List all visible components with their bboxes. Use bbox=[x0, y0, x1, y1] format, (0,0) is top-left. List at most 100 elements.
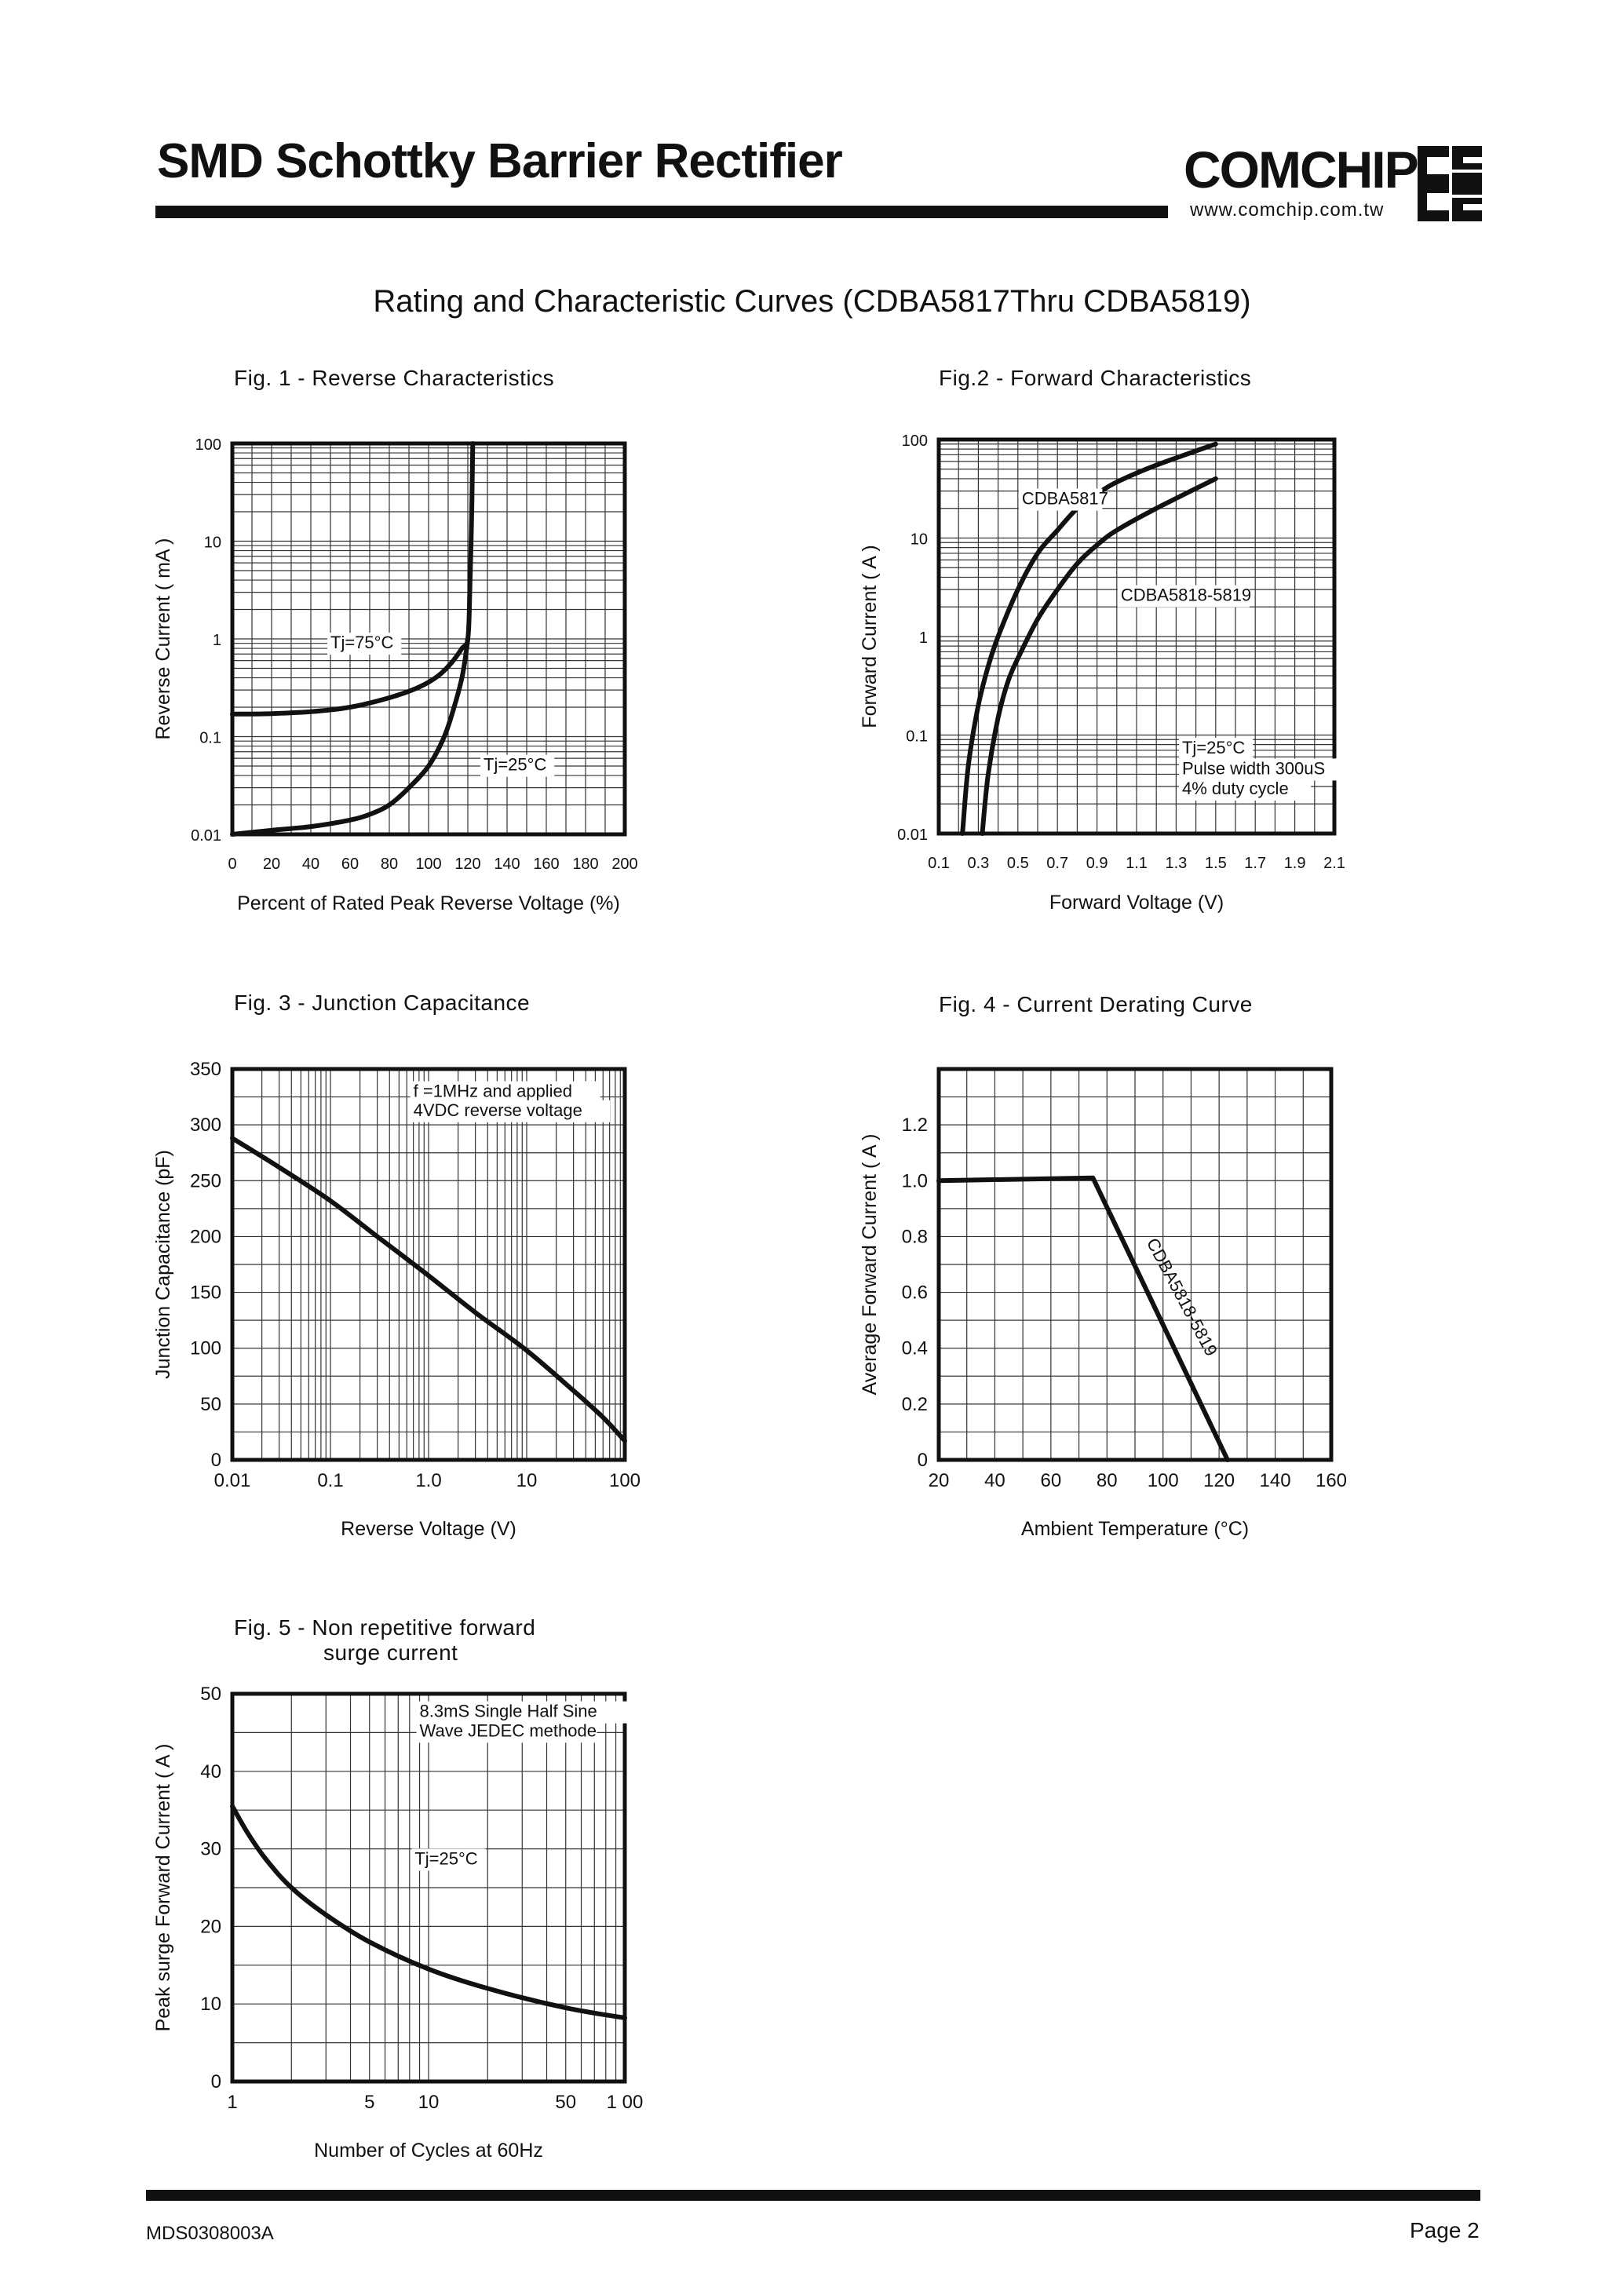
fig3-annotation-bg bbox=[410, 1100, 611, 1122]
fig3-xtick-label: 100 bbox=[609, 1470, 640, 1491]
fig4-xtick-label: 60 bbox=[1041, 1470, 1062, 1491]
fig5-title-line2: surge current bbox=[323, 1640, 458, 1665]
fig3-ytick-label: 0 bbox=[211, 1450, 221, 1471]
fig2-xtick-label: 0.3 bbox=[967, 855, 989, 872]
fig4-ytick-label: 0.8 bbox=[902, 1226, 928, 1247]
fig3-plot-frame bbox=[230, 1067, 627, 1462]
fig5-ytick-label: 20 bbox=[200, 1916, 221, 1937]
fig4-xtick-label: 140 bbox=[1260, 1470, 1291, 1491]
fig3-ytick-label: 200 bbox=[190, 1226, 221, 1247]
fig1-xtick-label: 80 bbox=[381, 856, 398, 873]
fig1-annotation-0: Tj=75°C bbox=[330, 633, 393, 652]
fig1-xtick-label: 20 bbox=[263, 856, 280, 873]
fig3-xtick-label: 0.01 bbox=[214, 1470, 251, 1491]
fig1-ytick-label: 100 bbox=[195, 436, 221, 454]
fig1-xtick-label: 40 bbox=[302, 856, 319, 873]
page-number: Page 2 bbox=[1410, 2218, 1480, 2242]
fig5-xtick-label: 10 bbox=[418, 2092, 440, 2113]
brand-url: www.comchip.com.tw bbox=[1190, 199, 1385, 221]
fig5-ytick-label: 10 bbox=[200, 1994, 221, 2015]
fig5-annotation-bg bbox=[416, 1701, 636, 1724]
fig4-xtick-label: 80 bbox=[1097, 1470, 1118, 1491]
fig2-ylabel: Forward Current ( A ) bbox=[859, 545, 881, 728]
fig1-ylabel: Reverse Current ( mA ) bbox=[152, 538, 174, 739]
fig1-ytick-label: 1 bbox=[213, 632, 221, 649]
fig1-ytick-label: 0.1 bbox=[199, 730, 221, 747]
fig1-xtick-label: 120 bbox=[454, 856, 480, 873]
fig2-xtick-label: 0.1 bbox=[928, 855, 950, 872]
fig2-annotation-4: 4% duty cycle bbox=[1182, 779, 1289, 798]
fig2-annotation-bg bbox=[1178, 737, 1254, 760]
fig2-series-line-0 bbox=[960, 441, 1218, 836]
fig1-xtick-label: 60 bbox=[341, 856, 359, 873]
fig4-xtick-label: 160 bbox=[1316, 1470, 1347, 1491]
fig1-xtick-label: 180 bbox=[572, 856, 598, 873]
fig4-xtick-label: 40 bbox=[984, 1470, 1005, 1491]
fig5-title: Fig. 5 - Non repetitive forward bbox=[234, 1615, 536, 1640]
fig2-ytick-label: 0.1 bbox=[906, 728, 928, 746]
header-rule bbox=[155, 206, 1168, 218]
fig5-annotation-bg bbox=[416, 1720, 597, 1743]
fig2-xtick-label: 1.1 bbox=[1126, 855, 1148, 872]
fig1-annotation-bg bbox=[327, 633, 402, 655]
fig2-series-line-1 bbox=[980, 476, 1218, 836]
fig3-annotation-0: f =1MHz and applied bbox=[414, 1082, 572, 1101]
fig2-annotation-2: Tj=25°C bbox=[1182, 738, 1245, 757]
fig5-xtick-label: 1 00 bbox=[607, 2092, 644, 2113]
fig4-xtick-label: 120 bbox=[1203, 1470, 1235, 1491]
fig2-ytick-label: 0.01 bbox=[897, 826, 928, 844]
footer-rule bbox=[146, 2190, 1480, 2201]
fig4-ytick-label: 1.2 bbox=[902, 1115, 928, 1136]
fig3-xtick-label: 10 bbox=[516, 1470, 538, 1491]
page-title: Rating and Characteristic Curves (CDBA58… bbox=[373, 284, 1251, 319]
fig1-xtick-label: 100 bbox=[415, 856, 441, 873]
fig2-xtick-label: 0.7 bbox=[1046, 855, 1068, 872]
brand-logo-icon bbox=[1418, 146, 1482, 221]
fig4-plot-frame bbox=[936, 1067, 1334, 1462]
fig1-annotation-bg bbox=[480, 754, 555, 777]
fig5-plot-frame bbox=[230, 1691, 627, 2084]
document-title: SMD Schottky Barrier Rectifier bbox=[157, 134, 843, 188]
fig2-xtick-label: 1.3 bbox=[1165, 855, 1187, 872]
fig3-xtick-label: 1.0 bbox=[415, 1470, 441, 1491]
fig4-ytick-label: 0 bbox=[918, 1450, 928, 1471]
fig5-ytick-label: 0 bbox=[211, 2071, 221, 2092]
fig3-ytick-label: 350 bbox=[190, 1059, 221, 1080]
fig2-title: Fig.2 - Forward Characteristics bbox=[939, 366, 1252, 390]
fig4-ytick-label: 1.0 bbox=[902, 1170, 928, 1191]
fig2-annotation-1: CDBA5818-5819 bbox=[1121, 586, 1251, 605]
fig4-series-line-0 bbox=[936, 1175, 1230, 1462]
fig2-annotation-bg bbox=[1178, 779, 1312, 801]
fig4-ytick-label: 0.4 bbox=[902, 1338, 928, 1359]
fig3-ytick-label: 250 bbox=[190, 1170, 221, 1191]
fig1-xtick-label: 0 bbox=[228, 856, 236, 873]
fig2-xtick-label: 2.1 bbox=[1323, 855, 1345, 872]
fig2-annotation-bg bbox=[1178, 758, 1350, 781]
document-id: MDS0308003A bbox=[146, 2223, 274, 2244]
fig2-ytick-label: 1 bbox=[919, 629, 928, 647]
fig1-series-line-0 bbox=[230, 441, 476, 717]
fig2-ytick-label: 10 bbox=[911, 531, 928, 549]
fig1-ytick-label: 0.01 bbox=[191, 827, 221, 845]
fig5-ytick-label: 30 bbox=[200, 1839, 221, 1860]
fig5-xtick-label: 1 bbox=[227, 2092, 237, 2113]
fig4-annotation-0: CDBA5818-5819 bbox=[1143, 1235, 1221, 1359]
fig3-xlabel: Reverse Voltage (V) bbox=[341, 1518, 516, 1540]
fig3-ytick-label: 300 bbox=[190, 1115, 221, 1136]
fig1-annotation-1: Tj=25°C bbox=[484, 755, 546, 775]
fig5-annotation-2: Tj=25°C bbox=[414, 1848, 477, 1868]
fig3-xtick-label: 0.1 bbox=[317, 1470, 343, 1491]
fig1-xtick-label: 160 bbox=[533, 856, 559, 873]
fig2-annotation-bg bbox=[1117, 585, 1250, 608]
fig2-ytick-label: 100 bbox=[902, 432, 928, 450]
fig3-ytick-label: 150 bbox=[190, 1282, 221, 1304]
fig5-annotation-1: Wave JEDEC methode bbox=[420, 1720, 597, 1740]
fig1-series-line-1 bbox=[230, 637, 470, 837]
fig2-annotation-3: Pulse width 300uS bbox=[1182, 758, 1325, 778]
fig5-annotation-0: 8.3mS Single Half Sine bbox=[420, 1702, 597, 1721]
fig5-xlabel: Number of Cycles at 60Hz bbox=[314, 2140, 543, 2162]
fig2-annotation-0: CDBA5817 bbox=[1022, 489, 1108, 509]
fig4-ylabel: Average Forward Current ( A ) bbox=[859, 1133, 881, 1395]
fig2-xtick-label: 0.9 bbox=[1086, 855, 1108, 872]
